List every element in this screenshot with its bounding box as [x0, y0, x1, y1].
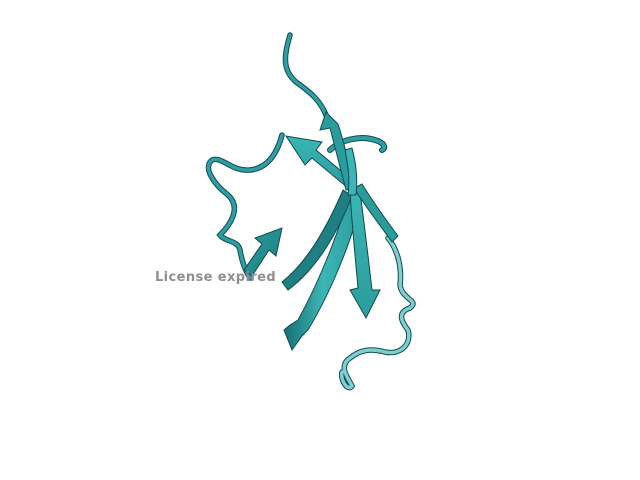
- license-watermark: License expired: [155, 270, 276, 285]
- beta-strand-small-left: [244, 228, 282, 276]
